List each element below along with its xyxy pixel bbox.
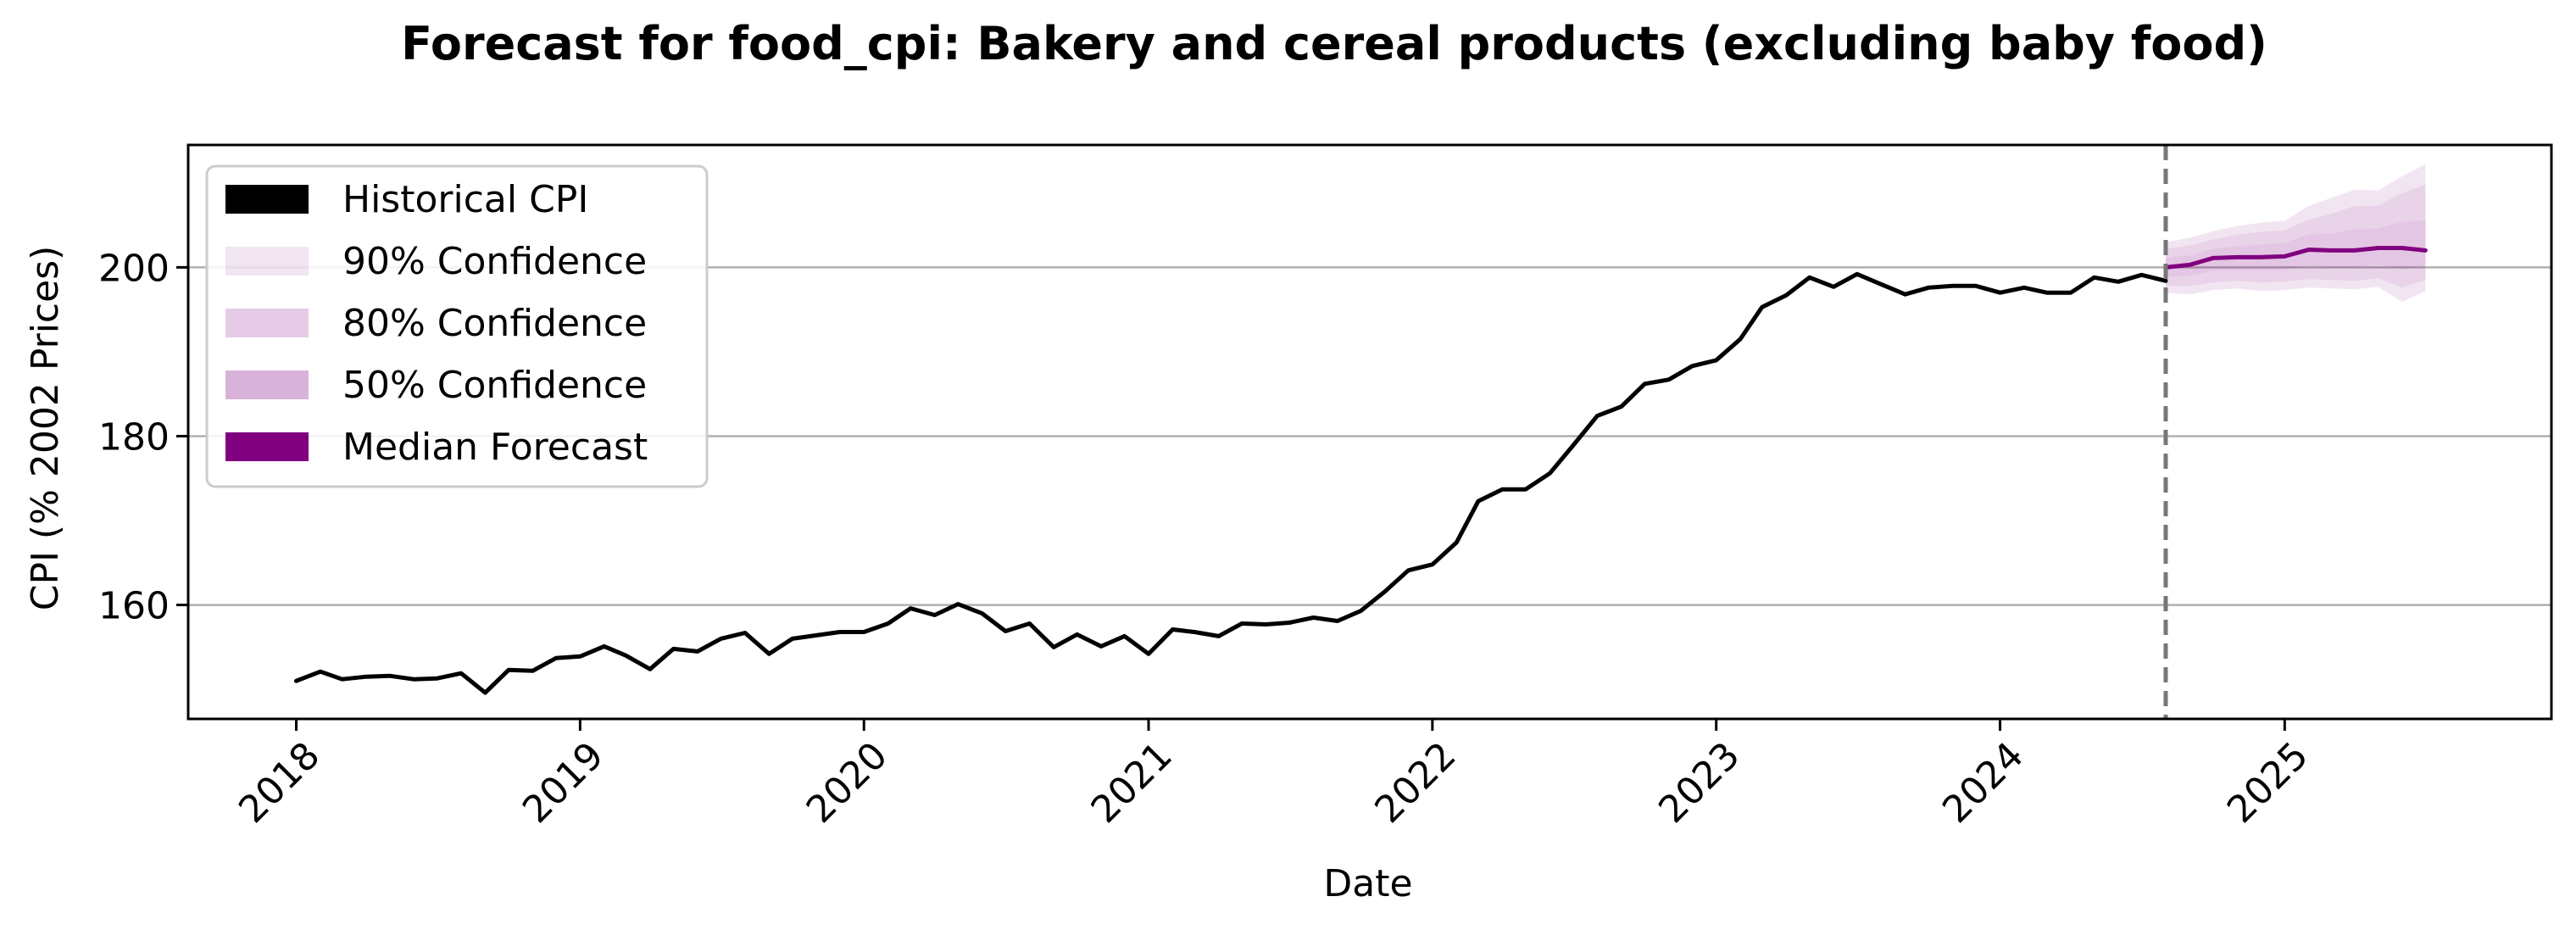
x-axis-label: Date <box>1323 862 1412 905</box>
legend: Historical CPI 90% Confidence 80% Confiden… <box>205 164 709 488</box>
chart-title: Forecast for food_cpi: Bakery and cereal… <box>401 17 2267 70</box>
legend-label-1: Historical CPI <box>342 178 588 221</box>
x-tick-label-2024: 2024 <box>1934 734 2032 832</box>
x-tick-label-2020: 2020 <box>798 734 896 832</box>
median-forecast-line <box>2163 246 2428 270</box>
legend-swatch-5 <box>225 432 309 461</box>
x-tick-label-2019: 2019 <box>515 734 612 832</box>
historical-cpi-line <box>294 271 2168 695</box>
x-tick-label-2021: 2021 <box>1083 734 1181 832</box>
confidence-bands <box>2166 164 2426 303</box>
y-axis-label: CPI (% 2002 Prices) <box>24 246 67 611</box>
band-50-confidence <box>2166 220 2426 277</box>
plot-frame <box>186 143 2553 721</box>
y-tick-label-160: 160 <box>98 585 170 628</box>
legend-label-4: 50% Confidence <box>342 364 647 407</box>
legend-label-3: 80% Confidence <box>342 302 647 345</box>
x-axis: 2018 2019 2020 2021 2022 2023 2024 2025 <box>231 719 2317 832</box>
plot-area <box>186 143 2553 721</box>
legend-label-2: 90% Confidence <box>342 240 647 283</box>
band-90-confidence <box>2166 164 2426 303</box>
legend-swatch-2 <box>225 247 309 276</box>
legend-label-5: Median Forecast <box>342 426 648 469</box>
y-axis: 160 180 200 <box>98 247 188 628</box>
legend-swatch-4 <box>225 370 309 399</box>
legend-swatch-1 <box>225 185 309 214</box>
y-tick-label-180: 180 <box>98 415 170 459</box>
band-80-confidence <box>2166 184 2426 288</box>
x-tick-label-2025: 2025 <box>2219 734 2317 832</box>
data-lines <box>294 246 2428 695</box>
x-tick-label-2018: 2018 <box>231 734 328 832</box>
x-tick-label-2022: 2022 <box>1366 734 1464 832</box>
y-tick-label-200: 200 <box>98 247 170 290</box>
legend-swatch-3 <box>225 309 309 337</box>
legend-box <box>205 164 709 488</box>
x-tick-label-2023: 2023 <box>1650 734 1748 832</box>
